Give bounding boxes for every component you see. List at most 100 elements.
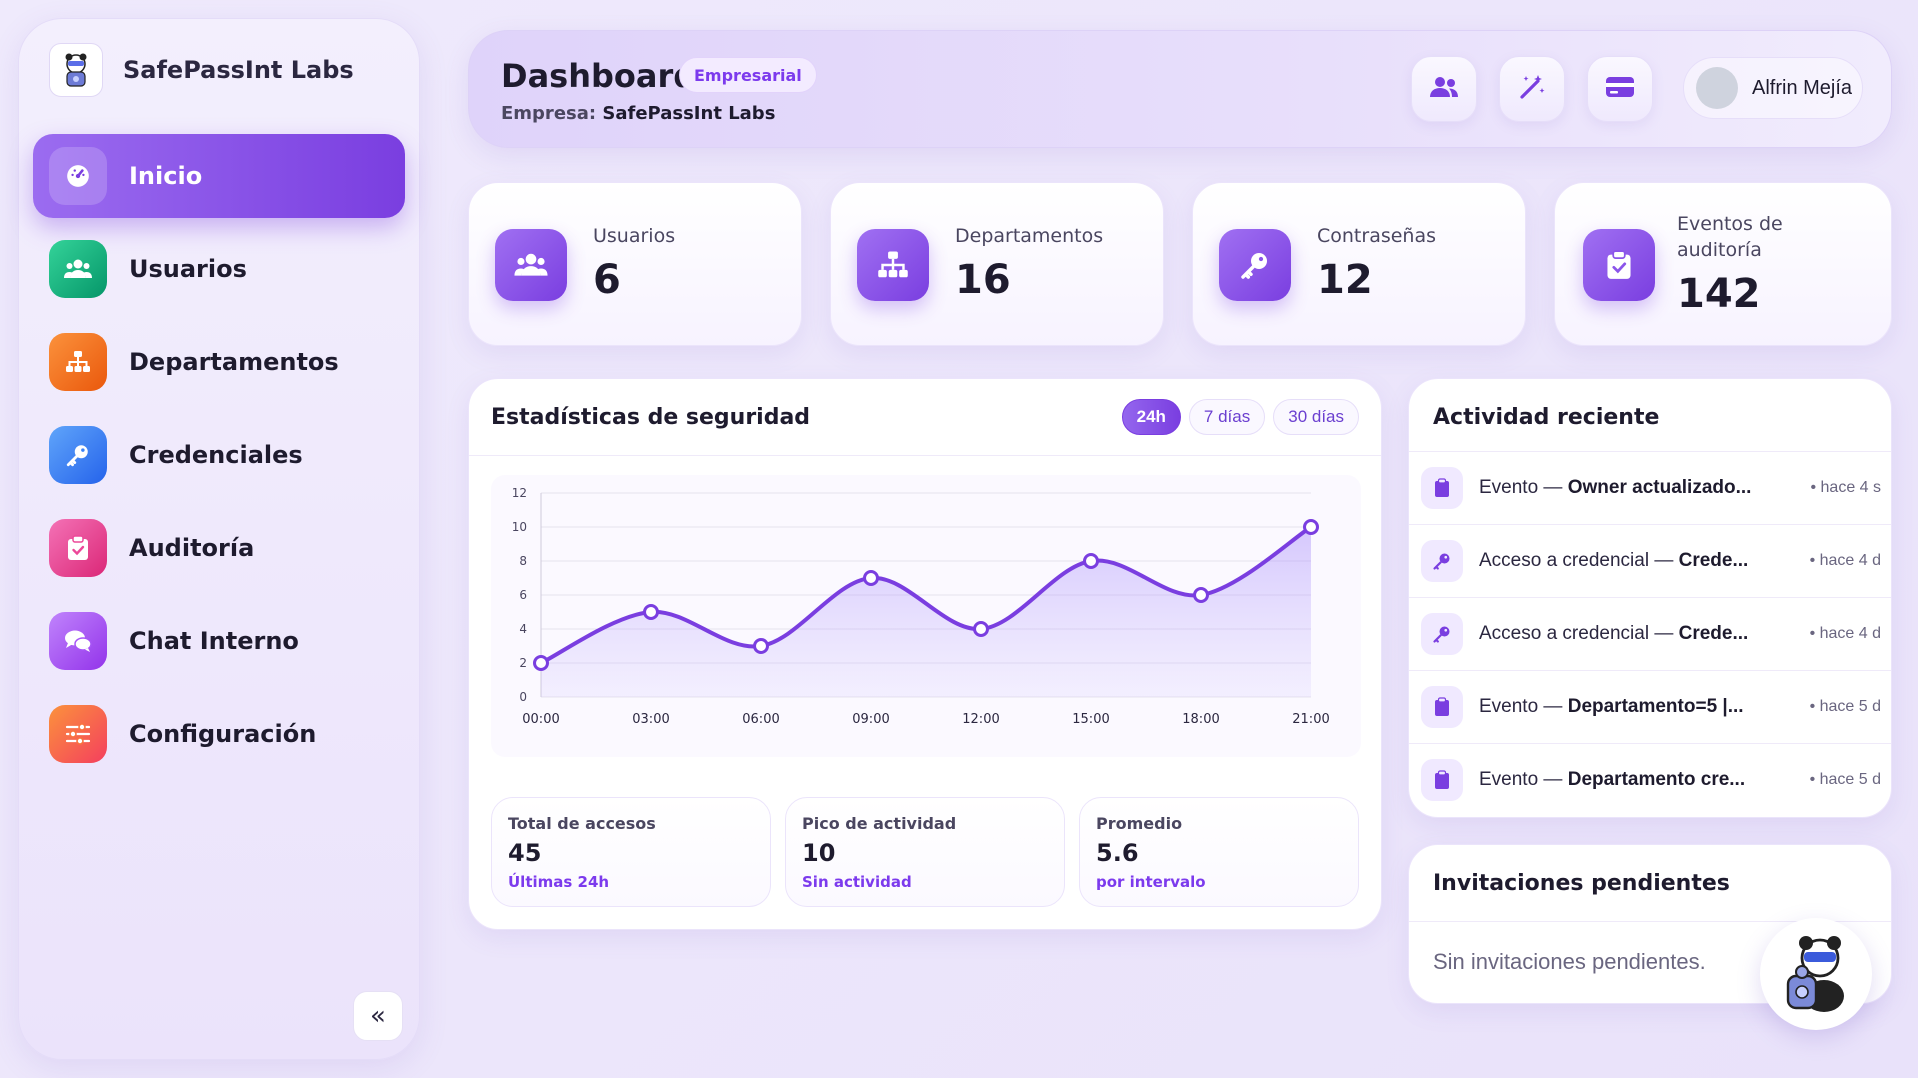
- x-tick-label: 15:00: [1072, 712, 1109, 727]
- data-point: [863, 570, 879, 586]
- summary-label: Total de accesos: [508, 814, 656, 833]
- sidebar: SafePassInt Labs Inicio Usuarios Departa…: [18, 18, 420, 1060]
- summary-sub: por intervalo: [1096, 873, 1206, 891]
- sidebar-item-credenciales[interactable]: Credenciales: [33, 413, 405, 497]
- clipboard-icon: [1421, 686, 1463, 728]
- activity-subject: Departamento=5 |...: [1567, 696, 1744, 717]
- stat-value: 6: [593, 257, 621, 303]
- stat-card-contrasenas[interactable]: Contraseñas 12: [1192, 182, 1526, 346]
- y-tick-label: 6: [519, 588, 527, 602]
- activity-item[interactable]: Evento — Owner actualizado... • hace 4 s: [1409, 451, 1891, 524]
- tab-24h[interactable]: 24h: [1121, 399, 1181, 435]
- data-point: [1193, 587, 1209, 603]
- company-info: Empresa: SafePassInt Labs: [501, 103, 775, 124]
- activity-subject: Crede...: [1678, 550, 1749, 571]
- stat-label: Usuarios: [593, 225, 676, 247]
- data-point: [1083, 553, 1099, 569]
- collapse-sidebar-button[interactable]: «: [353, 991, 403, 1041]
- activity-subject: Crede...: [1678, 623, 1749, 644]
- divider: [1409, 921, 1891, 922]
- tab-7-dias[interactable]: 7 días: [1188, 399, 1266, 435]
- summary-value: 10: [802, 839, 836, 867]
- x-tick-label: 21:00: [1292, 712, 1329, 727]
- brand[interactable]: SafePassInt Labs: [49, 43, 354, 97]
- summary-value: 45: [508, 839, 542, 867]
- clipboard-icon: [1421, 467, 1463, 509]
- sidebar-item-label: Departamentos: [129, 348, 339, 376]
- x-tick-label: 12:00: [962, 712, 999, 727]
- stat-card-departamentos[interactable]: Departamentos 16: [830, 182, 1164, 346]
- series-line: [539, 525, 1313, 665]
- x-tick-label: 03:00: [632, 712, 669, 727]
- activity-item[interactable]: Acceso a credencial — Crede... • hace 4 …: [1409, 524, 1891, 597]
- activity-time: • hace 5 d: [1809, 698, 1881, 715]
- data-point: [1303, 519, 1319, 535]
- security-stats-panel: Estadísticas de seguridad 24h 7 días 30 …: [468, 378, 1382, 930]
- page-header: Dashboard Empresarial Empresa: SafePassI…: [468, 30, 1892, 148]
- clipboard-check-icon: [1583, 229, 1655, 301]
- credit-card-icon: [1605, 75, 1635, 103]
- activity-text: Evento — Departamento=5 |...: [1479, 696, 1779, 718]
- sitemap-icon: [49, 333, 107, 391]
- key-icon: [1219, 229, 1291, 301]
- activity-text: Evento — Owner actualizado...: [1479, 477, 1779, 499]
- plan-badge: Empresarial: [679, 57, 817, 93]
- credit-card-button[interactable]: [1587, 56, 1653, 122]
- stat-label: Departamentos: [955, 225, 1104, 247]
- stat-label-line2: auditoría: [1677, 239, 1762, 261]
- range-tabs: 24h 7 días 30 días: [1121, 399, 1359, 435]
- brand-name: SafePassInt Labs: [123, 56, 354, 84]
- stat-label-line1: Eventos de: [1677, 213, 1783, 235]
- activity-text: Acceso a credencial — Crede...: [1479, 550, 1779, 572]
- sidebar-item-configuracion[interactable]: Configuración: [33, 692, 405, 776]
- y-tick-label: 4: [519, 622, 527, 636]
- summary-value: 5.6: [1096, 839, 1139, 867]
- sidebar-item-usuarios[interactable]: Usuarios: [33, 227, 405, 311]
- x-tick-label: 06:00: [742, 712, 779, 727]
- sidebar-item-label: Credenciales: [129, 441, 303, 469]
- avatar: [1696, 67, 1738, 109]
- sidebar-item-label: Inicio: [129, 162, 203, 190]
- sidebar-item-inicio[interactable]: Inicio: [33, 134, 405, 218]
- sitemap-icon: [857, 229, 929, 301]
- activity-subject: Owner actualizado...: [1567, 477, 1752, 498]
- company-name: SafePassInt Labs: [602, 103, 776, 124]
- data-point: [753, 638, 769, 654]
- activity-item[interactable]: Evento — Departamento cre... • hace 5 d: [1409, 743, 1891, 816]
- activity-time: • hace 5 d: [1809, 771, 1881, 788]
- magic-wand-button[interactable]: [1499, 56, 1565, 122]
- assistant-button[interactable]: [1760, 918, 1872, 1030]
- security-chart: 0 2 4 6 8 10 12 00:00 03:00 06:00 09:00 12:00 15:00 1…: [491, 475, 1361, 757]
- stat-value: 12: [1317, 257, 1373, 303]
- y-tick-label: 12: [512, 486, 527, 500]
- sidebar-item-label: Configuración: [129, 720, 317, 748]
- panel-title: Actividad reciente: [1433, 405, 1660, 430]
- series-area: [541, 527, 1311, 697]
- stat-card-usuarios[interactable]: Usuarios 6: [468, 182, 802, 346]
- summary-sub: Últimas 24h: [508, 873, 610, 891]
- activity-time: • hace 4 d: [1809, 625, 1881, 642]
- sidebar-item-auditoria[interactable]: Auditoría: [33, 506, 405, 590]
- data-point: [533, 655, 549, 671]
- data-point: [973, 621, 989, 637]
- activity-prefix: Evento —: [1479, 769, 1563, 790]
- panda-logo-icon: [49, 43, 103, 97]
- stat-card-eventos-auditoria[interactable]: Eventos de auditoría 142: [1554, 182, 1892, 346]
- user-menu[interactable]: Alfrin Mejía: [1683, 57, 1863, 119]
- sidebar-item-label: Chat Interno: [129, 627, 299, 655]
- activity-item[interactable]: Acceso a credencial — Crede... • hace 4 …: [1409, 597, 1891, 670]
- tab-30-dias[interactable]: 30 días: [1273, 399, 1359, 435]
- key-icon: [49, 426, 107, 484]
- activity-prefix: Evento —: [1479, 477, 1563, 498]
- user-name: Alfrin Mejía: [1752, 76, 1853, 99]
- y-tick-label: 0: [519, 690, 527, 704]
- sidebar-item-departamentos[interactable]: Departamentos: [33, 320, 405, 404]
- activity-prefix: Evento —: [1479, 696, 1563, 717]
- activity-item[interactable]: Evento — Departamento=5 |... • hace 5 d: [1409, 670, 1891, 743]
- activity-prefix: Acceso a credencial —: [1479, 623, 1674, 644]
- sidebar-item-chat-interno[interactable]: Chat Interno: [33, 599, 405, 683]
- company-prefix: Empresa:: [501, 103, 597, 124]
- sliders-icon: [49, 705, 107, 763]
- users-button[interactable]: [1411, 56, 1477, 122]
- stat-value: 142: [1677, 271, 1761, 317]
